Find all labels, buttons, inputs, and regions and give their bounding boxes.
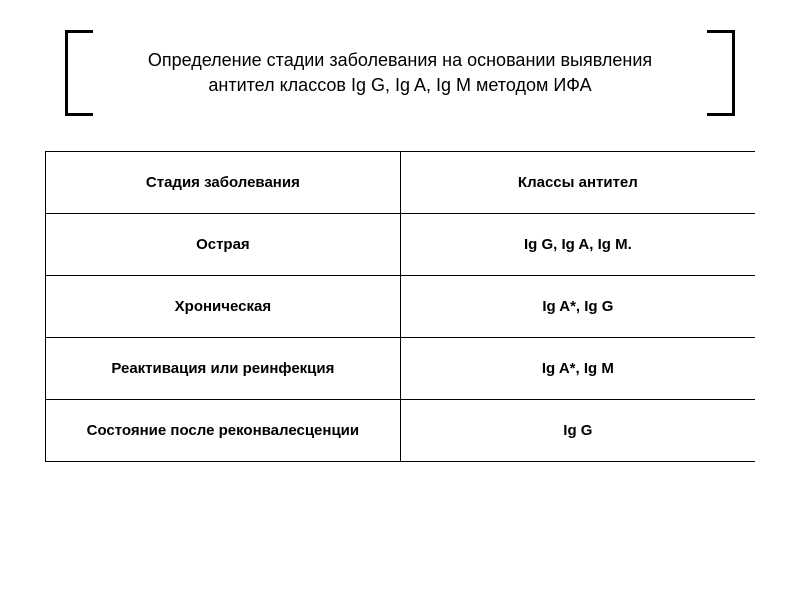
left-bracket-icon — [65, 30, 93, 116]
table-row: Хроническая Ig A*, Ig G — [46, 276, 756, 338]
cell-stage: Реактивация или реинфекция — [46, 338, 401, 400]
cell-antibodies: Ig A*, Ig M — [400, 338, 755, 400]
table-row: Острая Ig G, Ig A, Ig M. — [46, 214, 756, 276]
antibody-table: Стадия заболевания Классы антител Острая… — [45, 151, 755, 462]
title-line-2: антител классов Ig G, Ig A, Ig M методом… — [208, 75, 591, 95]
cell-antibodies: Ig G — [400, 400, 755, 462]
slide-title: Определение стадии заболевания на основа… — [115, 48, 685, 98]
table-row: Состояние после реконвалесценции Ig G — [46, 400, 756, 462]
table-header-row: Стадия заболевания Классы антител — [46, 152, 756, 214]
header-antibodies: Классы антител — [400, 152, 755, 214]
header-stage: Стадия заболевания — [46, 152, 401, 214]
right-bracket-icon — [707, 30, 735, 116]
title-line-1: Определение стадии заболевания на основа… — [148, 50, 652, 70]
slide-container: Определение стадии заболевания на основа… — [0, 0, 800, 600]
table-row: Реактивация или реинфекция Ig A*, Ig M — [46, 338, 756, 400]
cell-stage: Состояние после реконвалесценции — [46, 400, 401, 462]
cell-antibodies: Ig A*, Ig G — [400, 276, 755, 338]
cell-stage: Острая — [46, 214, 401, 276]
cell-stage: Хроническая — [46, 276, 401, 338]
cell-antibodies: Ig G, Ig A, Ig M. — [400, 214, 755, 276]
antibody-table-container: Стадия заболевания Классы антител Острая… — [45, 151, 755, 462]
title-bracket-frame: Определение стадии заболевания на основа… — [65, 30, 735, 116]
